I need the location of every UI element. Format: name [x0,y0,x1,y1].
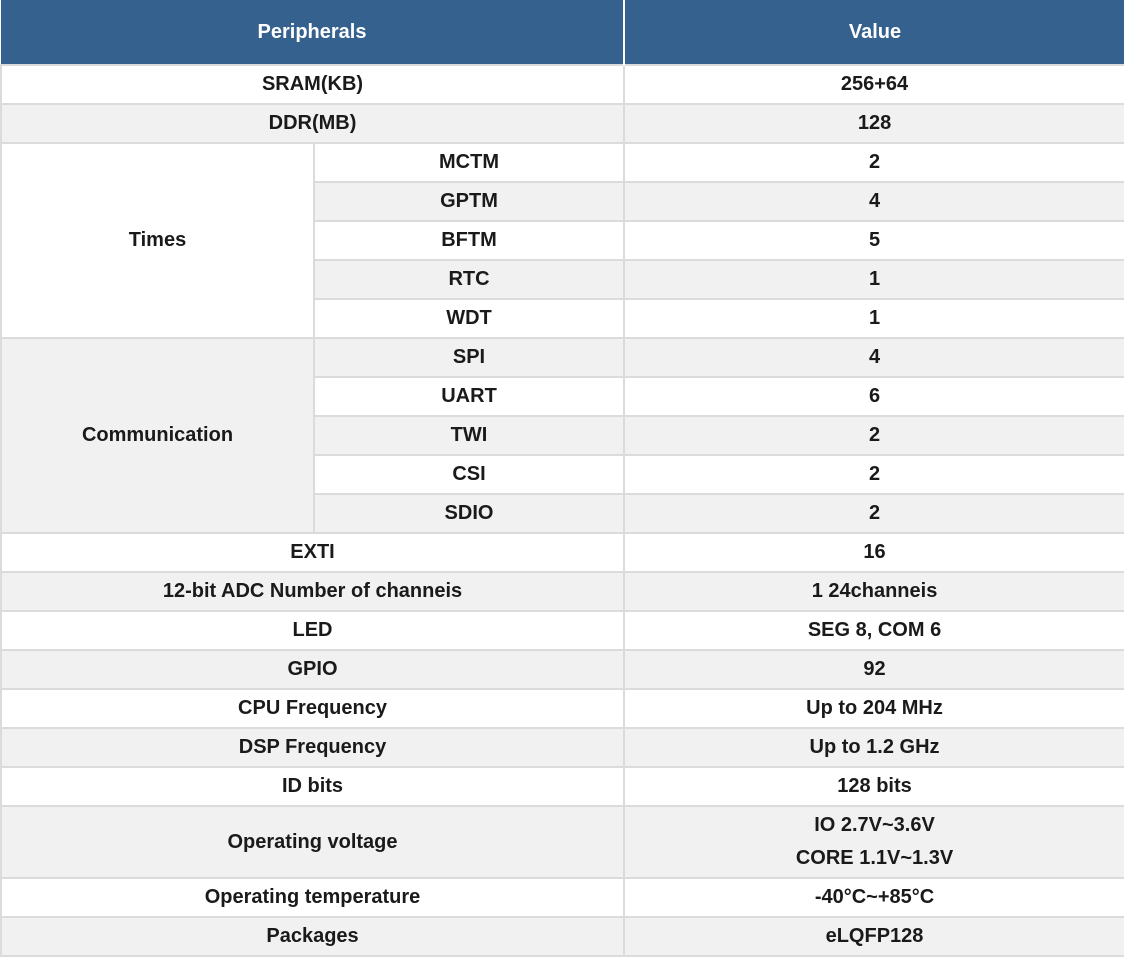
table-row: TWI 2 [1,415,1124,456]
table-row: RTC 1 [1,259,1124,300]
table-row: 12-bit ADC Number of channeis 1 24channei… [0,571,1124,612]
table-row: EXTI 16 [0,532,1124,573]
row-sublabel: BFTM [312,220,626,261]
row-sublabel: RTC [312,259,626,300]
row-label: 12-bit ADC Number of channeis [0,571,626,612]
table-row: Packages eLQFP128 [0,916,1124,957]
row-value: 2 [623,142,1124,183]
row-sublabel: GPTM [312,181,626,222]
group-label: Times [0,142,315,339]
row-value: SEG 8, COM 6 [623,610,1124,651]
row-value: 256+64 [623,64,1124,105]
value-line: IO 2.7V~3.6V [814,814,935,836]
row-sublabel: UART [312,376,626,417]
row-value: 4 [623,181,1124,222]
row-value: 1 [623,298,1124,339]
row-label: DDR(MB) [0,103,626,144]
row-value: IO 2.7V~3.6V CORE 1.1V~1.3V [623,805,1124,879]
row-label: DSP Frequency [0,727,626,768]
row-value: 92 [623,649,1124,690]
row-value: 1 24channeis [623,571,1124,612]
row-value: eLQFP128 [623,916,1124,957]
row-value: -40°C~+85°C [623,877,1124,918]
row-label: ID bits [0,766,626,807]
row-label: LED [0,610,626,651]
table-body: SRAM(KB) 256+64 DDR(MB) 128 Times MCTM 2 GPTM 4 B… [0,64,1124,957]
row-value: 4 [623,337,1124,378]
group-label: Communication [0,337,315,534]
table-row: Times MCTM 2 [0,142,1124,339]
row-value: 128 [623,103,1124,144]
row-value: 2 [623,415,1124,456]
table-row: UART 6 [1,376,1124,417]
table-row: SRAM(KB) 256+64 [0,64,1124,105]
row-value: 1 [623,259,1124,300]
table-row: LED SEG 8, COM 6 [0,610,1124,651]
row-label: Packages [0,916,626,957]
value-line: CORE 1.1V~1.3V [795,847,954,869]
row-value: Up to 1.2 GHz [623,727,1124,768]
header-row: Peripherals Value [1,0,1124,65]
column-header-peripherals: Peripherals [1,0,626,65]
table-row: Operating temperature -40°C~+85°C [0,877,1124,918]
table-row: Communication SPI 4 [0,337,1124,534]
row-value: 5 [623,220,1124,261]
row-sublabel: TWI [312,415,626,456]
row-label: GPIO [0,649,626,690]
column-header-value: Value [624,0,1124,65]
row-value: 2 [623,454,1124,495]
row-label: EXTI [0,532,626,573]
row-sublabel: SDIO [312,493,626,534]
table-row: GPTM 4 [1,181,1124,222]
row-value: 6 [623,376,1124,417]
row-sublabel: SPI [312,337,626,378]
row-sublabel: WDT [312,298,626,339]
table-row: SDIO 2 [1,493,1124,534]
table-row: GPIO 92 [0,649,1124,690]
table-row: CSI 2 [1,454,1124,495]
table-row: DDR(MB) 128 [0,103,1124,144]
row-label: CPU Frequency [0,688,626,729]
table-row: Operating voltage IO 2.7V~3.6V CORE 1.1V~1… [0,805,1124,879]
row-value: 128 bits [623,766,1124,807]
table-row: ID bits 128 bits [0,766,1124,807]
table-row: CPU Frequency Up to 204 MHz [0,688,1124,729]
row-sublabel: CSI [312,454,626,495]
row-sublabel: MCTM [312,142,626,183]
row-label: SRAM(KB) [0,64,626,105]
table-row: WDT 1 [1,298,1124,339]
row-label: Operating temperature [0,877,626,918]
row-value: 2 [623,493,1124,534]
row-value: Up to 204 MHz [623,688,1124,729]
table-row: DSP Frequency Up to 1.2 GHz [0,727,1124,768]
row-value: 16 [623,532,1124,573]
row-label: Operating voltage [0,805,626,879]
table-row: BFTM 5 [1,220,1124,261]
